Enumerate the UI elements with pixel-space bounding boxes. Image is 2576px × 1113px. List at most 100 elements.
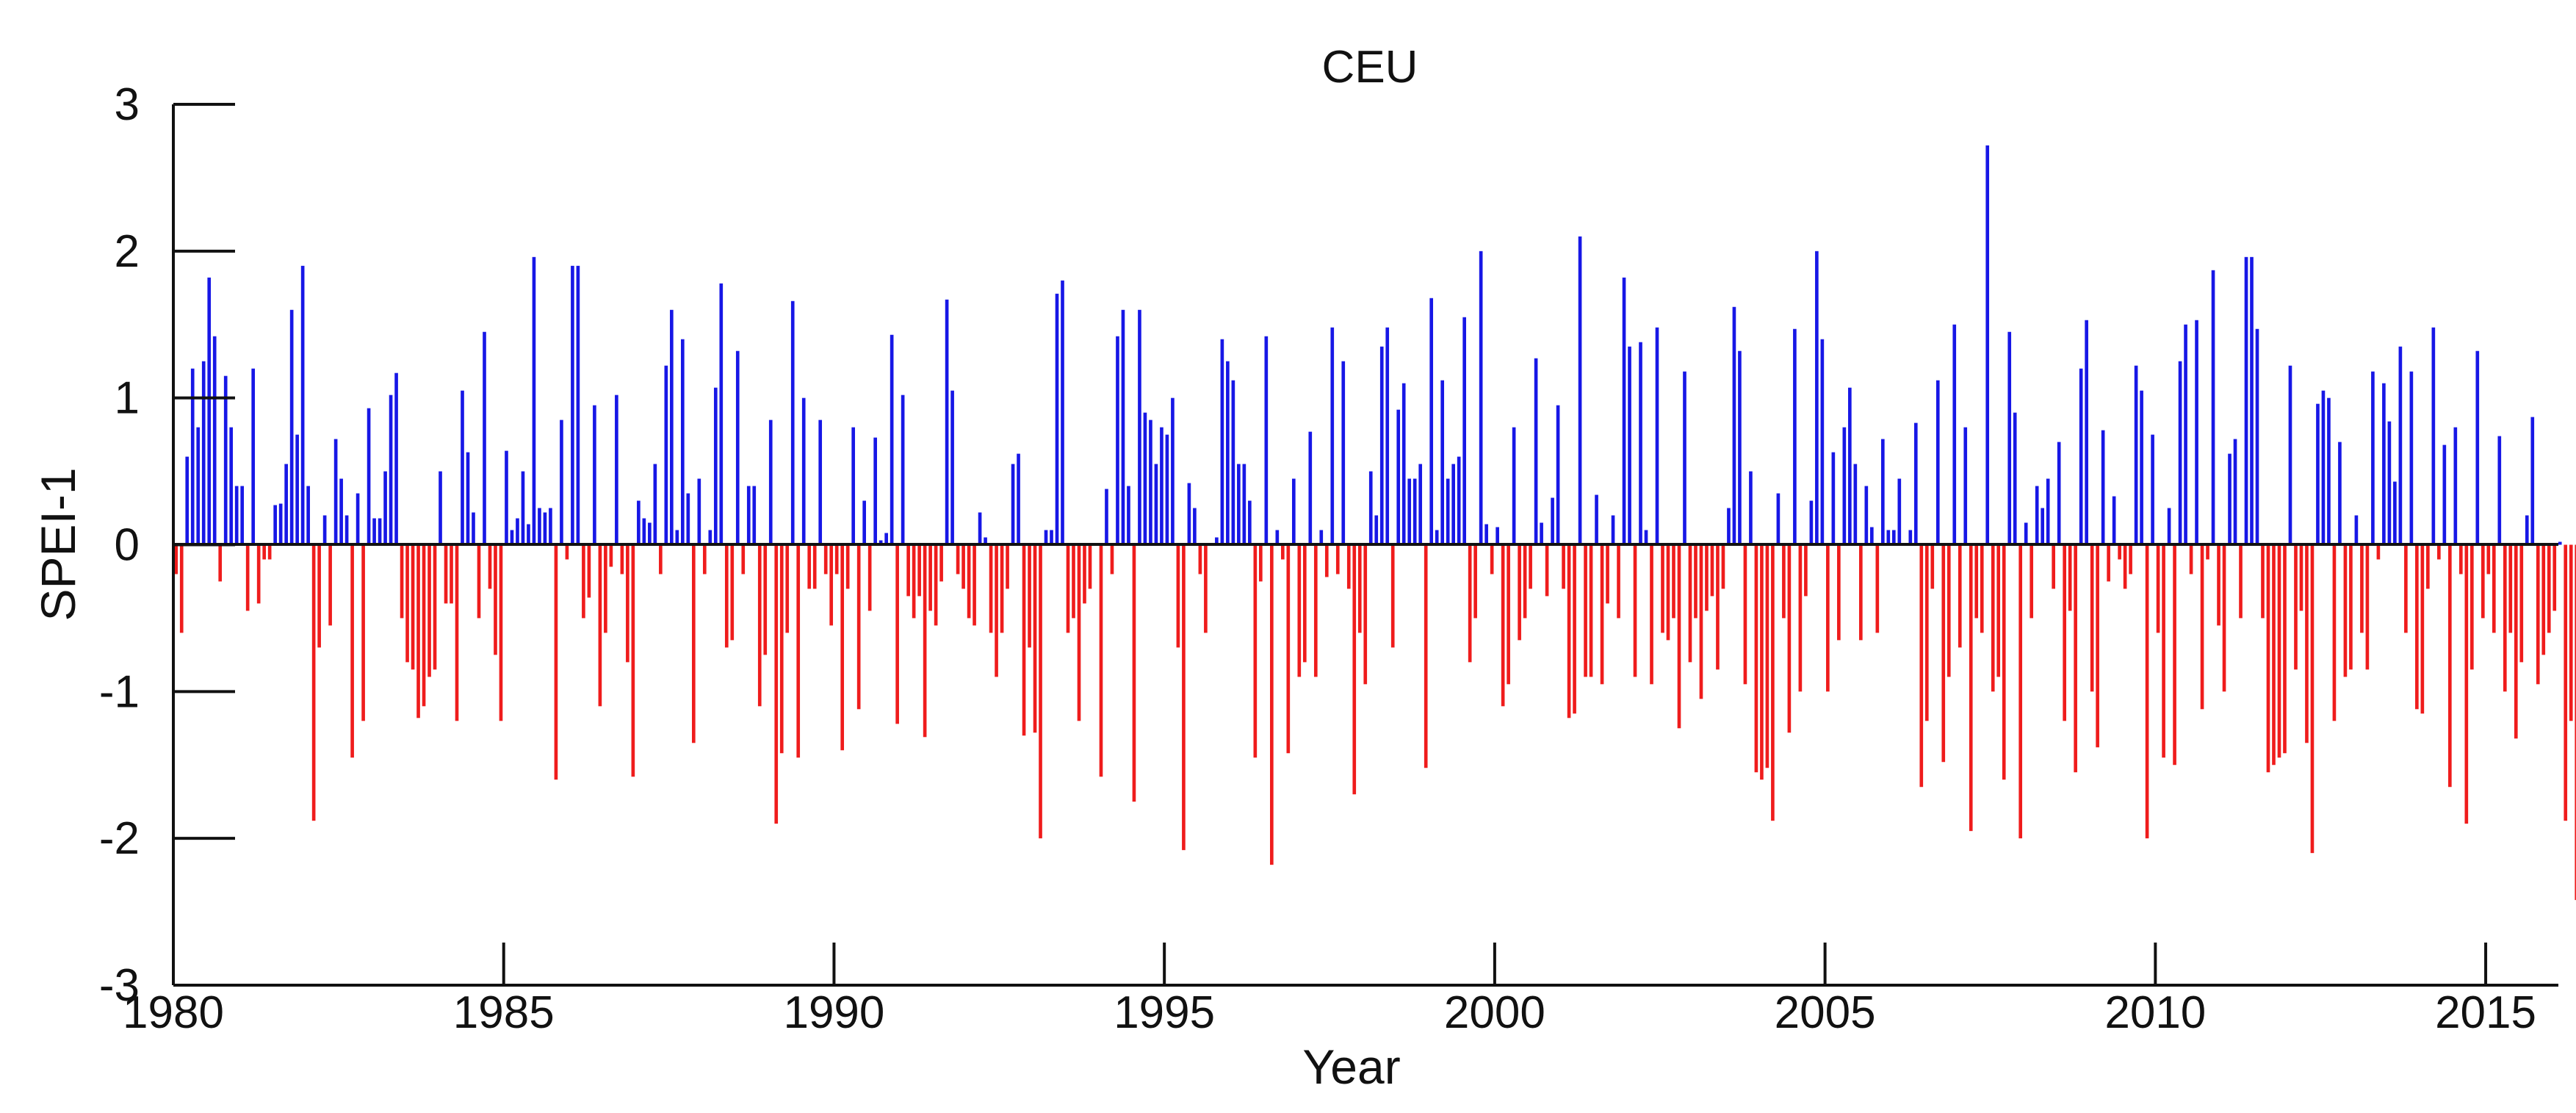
bar — [2288, 365, 2292, 545]
bar — [2393, 481, 2397, 545]
x-tick-label: 1995 — [1114, 987, 1215, 1038]
bar — [1291, 478, 1296, 545]
y-tick-label: 3 — [115, 79, 140, 130]
bar — [807, 544, 812, 589]
bar — [1859, 544, 1863, 641]
bar — [1666, 544, 1670, 641]
bar — [1468, 544, 1472, 663]
bar — [1935, 380, 1940, 545]
bar — [2068, 544, 2072, 611]
bar — [2575, 544, 2576, 901]
bar — [560, 419, 563, 545]
bar — [196, 427, 201, 545]
bar — [1006, 544, 1009, 589]
bar — [372, 518, 376, 545]
bar — [2024, 522, 2028, 545]
bar — [1985, 145, 1990, 545]
x-tick-label: 1990 — [783, 987, 884, 1038]
bar — [2052, 544, 2055, 589]
bar — [1110, 544, 1114, 574]
bar — [582, 544, 585, 619]
bar — [735, 350, 740, 545]
bar — [1302, 544, 1307, 663]
bar — [1451, 464, 1455, 545]
bar — [1011, 464, 1015, 545]
x-tick-label: 2000 — [1444, 987, 1545, 1038]
bar — [923, 544, 927, 738]
bar — [801, 397, 806, 545]
bar — [1891, 530, 1896, 545]
bar — [1346, 544, 1351, 589]
bar — [681, 339, 685, 545]
bar — [2277, 544, 2281, 758]
bar — [1270, 544, 1274, 865]
bar — [1072, 544, 1075, 619]
bar — [416, 544, 420, 718]
bar — [472, 512, 475, 545]
bar — [251, 368, 256, 545]
bar — [1237, 464, 1241, 545]
bar — [1798, 544, 1803, 692]
bar — [1958, 544, 1962, 648]
bar — [2459, 544, 2463, 574]
bar — [2332, 544, 2337, 721]
bar — [2415, 544, 2419, 710]
bar — [686, 493, 690, 545]
bar — [2195, 320, 2198, 545]
bar — [2255, 328, 2259, 545]
bar — [812, 544, 817, 589]
bar — [1132, 544, 1136, 802]
bar — [2514, 544, 2518, 739]
x-tick-label: 1985 — [453, 987, 555, 1038]
bar — [516, 518, 519, 545]
bar — [1749, 471, 1753, 545]
bar — [642, 518, 646, 545]
bar — [2123, 544, 2127, 589]
bar — [1083, 544, 1086, 604]
bar — [626, 544, 629, 663]
bar — [1991, 544, 1995, 692]
bar — [2090, 544, 2094, 692]
bar — [1154, 464, 1158, 545]
bar — [394, 372, 398, 545]
bar — [934, 544, 938, 626]
bar — [1969, 544, 1973, 832]
bar — [1705, 544, 1709, 611]
bar — [543, 512, 547, 545]
x-tick-label: 2010 — [2104, 987, 2206, 1038]
bar — [2530, 417, 2535, 545]
bar — [1308, 431, 1313, 545]
bar — [2266, 544, 2270, 773]
bar — [1319, 530, 1324, 545]
bar — [1826, 544, 1830, 692]
bar — [1644, 530, 1648, 545]
bar — [691, 544, 696, 743]
bar — [521, 471, 525, 545]
bar — [2338, 442, 2342, 545]
bar — [1429, 298, 1434, 545]
y-tick-label: 2 — [115, 226, 140, 277]
bar — [1050, 530, 1053, 545]
bar — [1341, 361, 1346, 545]
bar — [201, 361, 206, 545]
bar — [1573, 544, 1576, 714]
bar — [477, 544, 481, 619]
bar — [284, 464, 288, 545]
bar — [1864, 486, 1869, 545]
bar — [1540, 522, 1543, 545]
bar — [2316, 403, 2320, 545]
bar — [2508, 544, 2513, 633]
bar — [322, 515, 327, 545]
bar — [267, 544, 272, 560]
bar — [2343, 544, 2348, 677]
bar — [1473, 544, 1477, 619]
bar — [278, 503, 283, 545]
bar — [845, 544, 850, 589]
bar — [361, 544, 365, 721]
bar — [2134, 365, 2138, 545]
bar — [984, 537, 987, 545]
bar — [1143, 412, 1147, 545]
bar — [1848, 387, 1852, 545]
bar — [2156, 544, 2160, 633]
